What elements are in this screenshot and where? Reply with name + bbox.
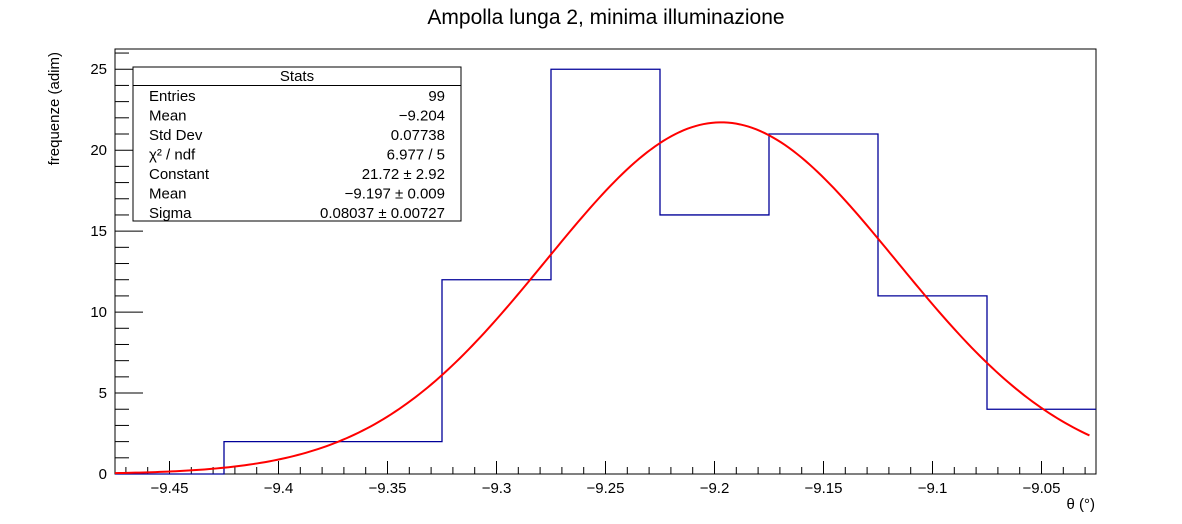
stats-box-frame (132, 66, 462, 222)
stats-row-label: Sigma (149, 205, 192, 222)
x-tick-label: −9.1 (918, 480, 948, 497)
y-axis-label: frequenze (adim) (46, 52, 63, 165)
chart-title: Ampolla lunga 2, minima illuminazione (427, 6, 784, 29)
stats-row-label: Constant (149, 166, 210, 183)
stats-row-label: χ² / ndf (149, 147, 196, 164)
stats-row-value: 99 (428, 88, 445, 105)
histogram-outline (115, 68, 1096, 475)
x-axis-ticks: −9.45 −9.4 −9.35 −9.3 −9.25 −9.2 −9.15 −9.1 −9.0… (125, 461, 1086, 497)
x-tick-label: −9.45 (151, 480, 189, 497)
stats-row-value: −9.197 ± 0.009 (345, 186, 445, 203)
stats-rows: Entries 99 Mean −9.204 Std Dev 0.07738 χ² / nd… (149, 88, 445, 222)
x-tick-label: −9.25 (587, 480, 625, 497)
x-tick-label: −9.3 (482, 480, 512, 497)
stats-row-label: Mean (149, 108, 187, 125)
stats-row-value: 21.72 ± 2.92 (362, 166, 445, 183)
y-tick-label: 5 (99, 385, 107, 402)
y-tick-label: 15 (90, 223, 107, 240)
y-tick-label: 0 (99, 466, 107, 483)
x-tick-label: −9.4 (264, 480, 294, 497)
y-tick-label: 25 (90, 61, 107, 78)
stats-box: Stats Entries 99 Mean −9.204 Std Dev 0.07738 χ… (132, 66, 462, 222)
y-tick-label: 10 (90, 304, 107, 321)
gaussian-fit-curve (114, 121, 1090, 475)
y-axis-ticks: 0 5 10 15 20 25 (90, 52, 143, 483)
stats-row-value: 0.08037 ± 0.00727 (320, 205, 445, 222)
stats-row-value: 0.07738 (391, 127, 445, 144)
x-tick-label: −9.2 (700, 480, 730, 497)
x-axis-label: θ (°) (1067, 496, 1096, 513)
stats-row-value: −9.204 (399, 108, 445, 125)
stats-row-value: 6.977 / 5 (387, 147, 445, 164)
stats-row-label: Mean (149, 186, 187, 203)
x-tick-label: −9.05 (1023, 480, 1061, 497)
stats-row-label: Entries (149, 88, 196, 105)
y-tick-label: 20 (90, 142, 107, 159)
stats-row-label: Std Dev (149, 127, 203, 144)
x-tick-label: −9.15 (805, 480, 843, 497)
stats-box-title: Stats (280, 68, 314, 85)
x-tick-label: −9.35 (369, 480, 407, 497)
